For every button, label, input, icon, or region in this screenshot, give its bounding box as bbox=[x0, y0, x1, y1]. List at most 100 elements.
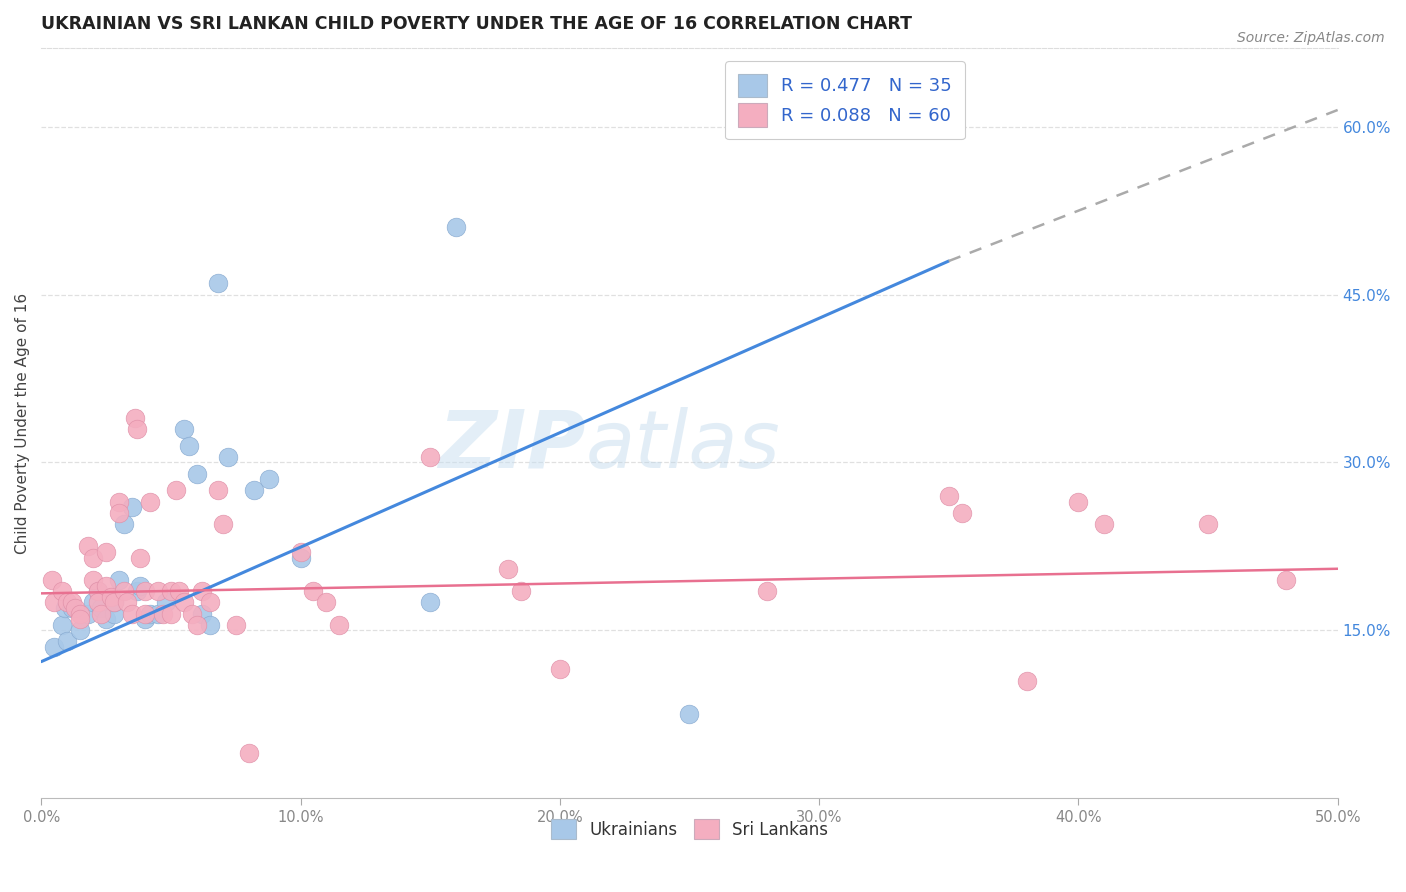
Point bbox=[1015, 673, 1038, 688]
Point bbox=[225, 617, 247, 632]
Point bbox=[127, 584, 149, 599]
Point bbox=[139, 607, 162, 621]
Point bbox=[302, 584, 325, 599]
Point bbox=[69, 624, 91, 638]
Point bbox=[108, 494, 131, 508]
Point bbox=[1197, 516, 1219, 531]
Point bbox=[121, 607, 143, 621]
Point bbox=[44, 595, 66, 609]
Point bbox=[134, 607, 156, 621]
Point bbox=[165, 483, 187, 498]
Point bbox=[51, 617, 73, 632]
Point bbox=[180, 607, 202, 621]
Point bbox=[173, 595, 195, 609]
Point bbox=[146, 584, 169, 599]
Point bbox=[160, 607, 183, 621]
Point bbox=[243, 483, 266, 498]
Point bbox=[444, 220, 467, 235]
Point bbox=[177, 439, 200, 453]
Point bbox=[207, 277, 229, 291]
Point bbox=[103, 607, 125, 621]
Point bbox=[238, 747, 260, 761]
Point bbox=[198, 595, 221, 609]
Point bbox=[63, 601, 86, 615]
Text: Source: ZipAtlas.com: Source: ZipAtlas.com bbox=[1237, 31, 1385, 45]
Point bbox=[548, 663, 571, 677]
Point bbox=[128, 550, 150, 565]
Point bbox=[60, 601, 83, 615]
Point bbox=[69, 612, 91, 626]
Text: ZIP: ZIP bbox=[439, 407, 586, 484]
Point bbox=[315, 595, 337, 609]
Point bbox=[69, 607, 91, 621]
Point bbox=[44, 640, 66, 654]
Point bbox=[77, 607, 100, 621]
Point bbox=[496, 562, 519, 576]
Point bbox=[167, 584, 190, 599]
Point bbox=[103, 595, 125, 609]
Point bbox=[112, 584, 135, 599]
Point bbox=[121, 500, 143, 515]
Point bbox=[152, 607, 174, 621]
Point bbox=[103, 595, 125, 609]
Point bbox=[950, 506, 973, 520]
Point bbox=[938, 489, 960, 503]
Point bbox=[509, 584, 531, 599]
Point bbox=[191, 607, 214, 621]
Point bbox=[127, 422, 149, 436]
Point bbox=[173, 422, 195, 436]
Point bbox=[1274, 573, 1296, 587]
Point bbox=[678, 707, 700, 722]
Point bbox=[207, 483, 229, 498]
Point bbox=[82, 595, 104, 609]
Point bbox=[56, 634, 79, 648]
Point bbox=[94, 578, 117, 592]
Point bbox=[94, 545, 117, 559]
Point bbox=[328, 617, 350, 632]
Point bbox=[134, 584, 156, 599]
Point bbox=[290, 545, 312, 559]
Point bbox=[186, 617, 208, 632]
Point bbox=[419, 595, 441, 609]
Point bbox=[191, 584, 214, 599]
Point bbox=[186, 467, 208, 481]
Point bbox=[139, 494, 162, 508]
Point bbox=[756, 584, 779, 599]
Point bbox=[1067, 494, 1090, 508]
Point bbox=[1092, 516, 1115, 531]
Point bbox=[211, 516, 233, 531]
Point bbox=[419, 450, 441, 464]
Legend: Ukrainians, Sri Lankans: Ukrainians, Sri Lankans bbox=[544, 813, 835, 846]
Point bbox=[100, 590, 122, 604]
Text: UKRAINIAN VS SRI LANKAN CHILD POVERTY UNDER THE AGE OF 16 CORRELATION CHART: UKRAINIAN VS SRI LANKAN CHILD POVERTY UN… bbox=[41, 15, 912, 33]
Point bbox=[112, 516, 135, 531]
Point bbox=[53, 601, 76, 615]
Point bbox=[60, 595, 83, 609]
Point bbox=[87, 584, 110, 599]
Point bbox=[128, 578, 150, 592]
Point bbox=[155, 595, 177, 609]
Point bbox=[259, 472, 281, 486]
Point bbox=[108, 573, 131, 587]
Text: atlas: atlas bbox=[586, 407, 780, 484]
Point bbox=[77, 540, 100, 554]
Point bbox=[90, 607, 112, 621]
Point bbox=[134, 612, 156, 626]
Point bbox=[198, 617, 221, 632]
Y-axis label: Child Poverty Under the Age of 16: Child Poverty Under the Age of 16 bbox=[15, 293, 30, 554]
Point bbox=[51, 584, 73, 599]
Point bbox=[41, 573, 63, 587]
Point bbox=[115, 595, 138, 609]
Point bbox=[124, 410, 146, 425]
Point bbox=[87, 584, 110, 599]
Point bbox=[146, 607, 169, 621]
Point bbox=[87, 595, 110, 609]
Point bbox=[108, 506, 131, 520]
Point bbox=[290, 550, 312, 565]
Point bbox=[56, 595, 79, 609]
Point bbox=[82, 573, 104, 587]
Point bbox=[217, 450, 239, 464]
Point bbox=[90, 601, 112, 615]
Point bbox=[82, 550, 104, 565]
Point bbox=[94, 612, 117, 626]
